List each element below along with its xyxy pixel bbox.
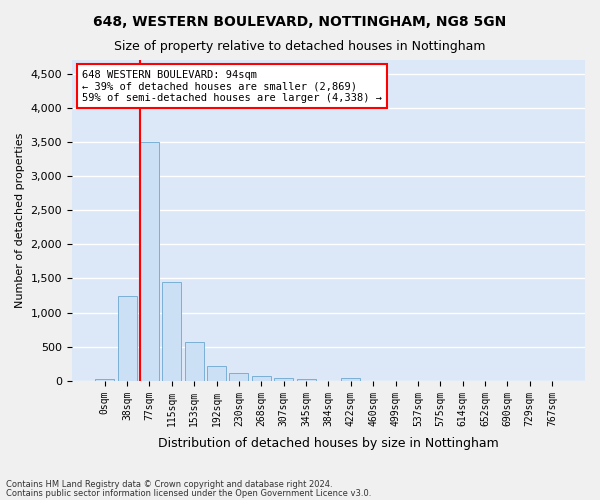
- Text: 648, WESTERN BOULEVARD, NOTTINGHAM, NG8 5GN: 648, WESTERN BOULEVARD, NOTTINGHAM, NG8 …: [94, 15, 506, 29]
- Bar: [185, 342, 204, 381]
- Bar: [118, 296, 137, 381]
- Text: Contains public sector information licensed under the Open Government Licence v3: Contains public sector information licen…: [6, 488, 371, 498]
- X-axis label: Distribution of detached houses by size in Nottingham: Distribution of detached houses by size …: [158, 437, 499, 450]
- Bar: [163, 282, 181, 381]
- Bar: [252, 376, 271, 381]
- Bar: [274, 378, 293, 381]
- Bar: [207, 366, 226, 381]
- Text: Size of property relative to detached houses in Nottingham: Size of property relative to detached ho…: [114, 40, 486, 53]
- Text: 648 WESTERN BOULEVARD: 94sqm
← 39% of detached houses are smaller (2,869)
59% of: 648 WESTERN BOULEVARD: 94sqm ← 39% of de…: [82, 70, 382, 103]
- Bar: [140, 142, 159, 381]
- Bar: [229, 374, 248, 381]
- Bar: [341, 378, 361, 381]
- Text: Contains HM Land Registry data © Crown copyright and database right 2024.: Contains HM Land Registry data © Crown c…: [6, 480, 332, 489]
- Y-axis label: Number of detached properties: Number of detached properties: [15, 133, 25, 308]
- Bar: [296, 378, 316, 381]
- Bar: [95, 379, 114, 381]
